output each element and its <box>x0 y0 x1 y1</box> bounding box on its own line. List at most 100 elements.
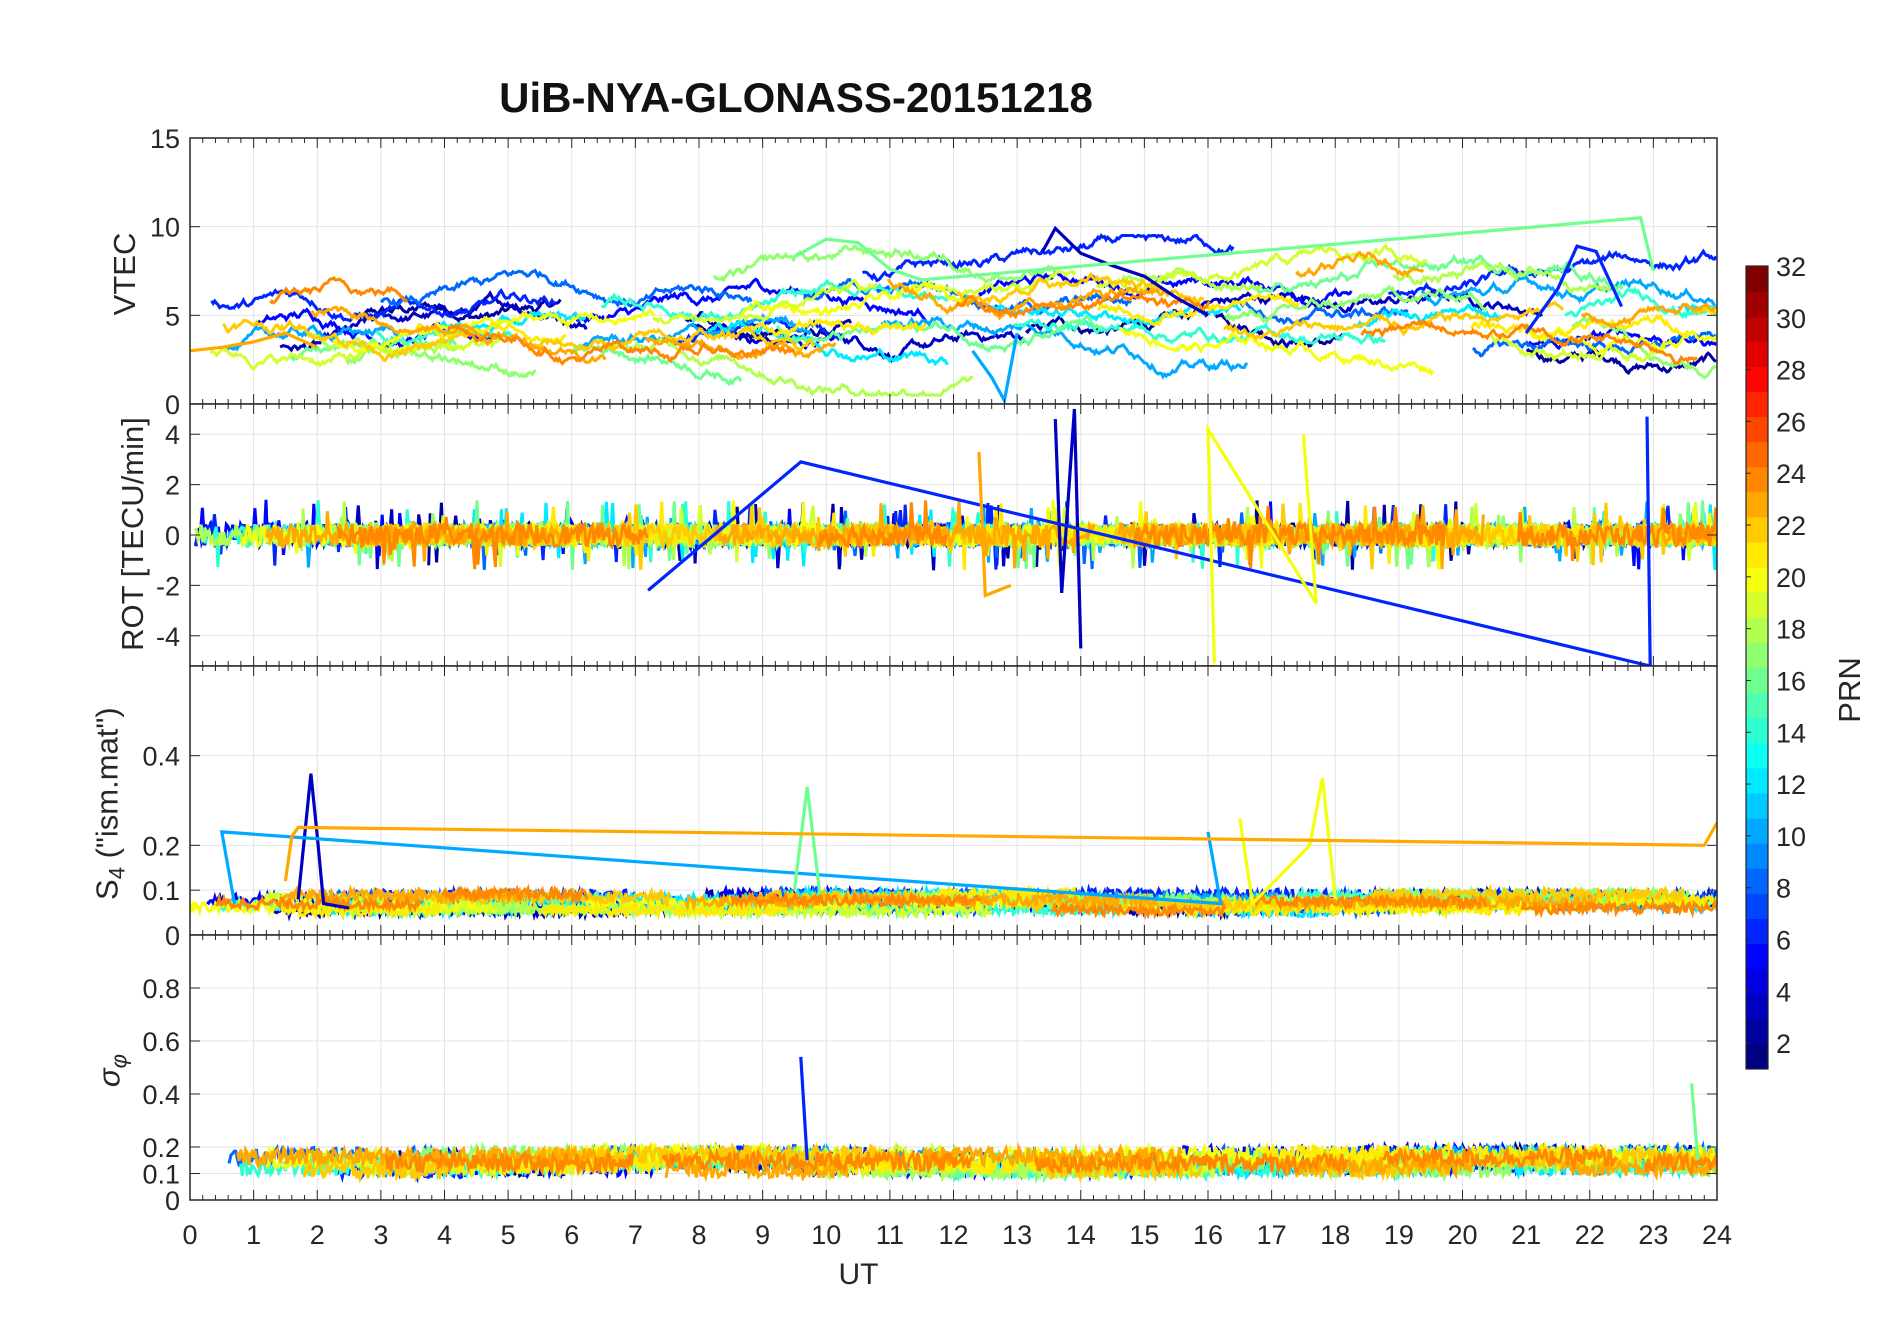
trace-prn-18 <box>612 336 974 398</box>
trace-prn-24 <box>1520 897 1717 919</box>
trace-prn-21 <box>415 320 567 344</box>
trace-prn-24 <box>730 889 982 910</box>
colorbar-step <box>1746 968 1768 995</box>
colorbar-step <box>1746 893 1768 919</box>
trace-prn-2 <box>355 298 562 323</box>
panel-vtec-traces <box>190 216 1717 404</box>
trace-prn-24 <box>336 516 649 570</box>
colorbar-tick-label: 26 <box>1776 407 1806 437</box>
trace-prn-23 <box>921 1142 1183 1169</box>
ytick-label-vtec: 5 <box>165 301 180 331</box>
ytick-label-rot: -4 <box>156 622 180 652</box>
trace-prn-24 <box>1050 899 1227 921</box>
trace-prn-22 <box>527 325 816 355</box>
colorbar-frame <box>1745 265 1769 1070</box>
trace-prn-19 <box>210 337 501 372</box>
ytick-label-sigma: 0 <box>165 1186 180 1216</box>
colorbar-step <box>1746 316 1768 342</box>
ytick-label-rot: 0 <box>165 521 180 551</box>
series-prn-20-s4 <box>1238 777 1337 908</box>
colorbar-step <box>1746 918 1768 945</box>
trace-prn-3 <box>683 311 1026 364</box>
xtick-label: 22 <box>1575 1220 1605 1250</box>
colorbar-step <box>1746 667 1768 694</box>
xtick-label: 2 <box>310 1220 325 1250</box>
colorbar-tick-label: 8 <box>1776 874 1791 904</box>
colorbar-step <box>1746 1018 1768 1045</box>
trace-prn-24 <box>955 290 1211 320</box>
ytick-label-vtec: 15 <box>150 124 180 154</box>
trace-prn-22 <box>221 318 472 363</box>
colorbar-tick-label: 12 <box>1776 770 1806 800</box>
trace-prn-24 <box>1253 892 1487 912</box>
colorbar-step <box>1746 466 1768 493</box>
trace-prn-19 <box>652 278 878 325</box>
colorbar-step <box>1746 818 1768 844</box>
series-prn-16-s4 <box>792 786 822 895</box>
xtick-label: 18 <box>1320 1220 1350 1250</box>
colorbar-tick-label: 30 <box>1776 304 1806 334</box>
ytick-label-sigma: 0.1 <box>142 1160 180 1190</box>
xtick-label: 20 <box>1447 1220 1477 1250</box>
ytick-label-rot: 4 <box>165 420 180 450</box>
trace-prn-24 <box>214 892 422 915</box>
ylabel-sigma: σφ <box>91 1054 132 1088</box>
trace-prn-20 <box>740 280 967 318</box>
xtick-label: 13 <box>1002 1220 1032 1250</box>
colorbar-step <box>1746 843 1768 869</box>
trace-prn-24 <box>1643 1149 1717 1177</box>
trace-prn-23 <box>265 511 564 562</box>
ytick-label-s4: 0 <box>165 921 180 951</box>
trace-prn-10 <box>582 313 812 350</box>
colorbar-step <box>1746 441 1768 468</box>
xtick-label: 14 <box>1066 1220 1096 1250</box>
colorbar-step <box>1746 617 1768 643</box>
trace-prn-21 <box>1470 313 1690 341</box>
colorbar-step <box>1746 567 1768 593</box>
colorbar-tick-label: 6 <box>1776 925 1791 955</box>
series-prn-3-vtec <box>1041 225 1209 317</box>
xtick-label: 23 <box>1638 1220 1668 1250</box>
series-prn-16-sigma <box>1690 1083 1700 1161</box>
xtick-label: 1 <box>246 1220 261 1250</box>
colorbar-tick-label: 28 <box>1776 356 1806 386</box>
series-prn-20-rot <box>1206 423 1318 664</box>
xtick-label: 11 <box>876 1220 904 1250</box>
colorbar-step <box>1746 291 1768 317</box>
series-prn-23-s4 <box>283 822 1717 882</box>
ytick-label-rot: -2 <box>156 571 180 601</box>
ytick-label-s4: 0.2 <box>142 831 180 861</box>
trace-prn-17 <box>1223 284 1488 325</box>
trace-prn-21 <box>540 899 788 921</box>
xtick-label: 12 <box>938 1220 968 1250</box>
xtick-label: 19 <box>1384 1220 1414 1250</box>
ylabel-s4: S4 ("ism.mat") <box>89 707 130 900</box>
x-axis-label: UT <box>838 1258 879 1291</box>
trace-prn-16 <box>775 314 1104 354</box>
colorbar-step <box>1746 341 1768 367</box>
colorbar-tick-label: 22 <box>1776 511 1806 541</box>
trace-prn-17 <box>712 244 1056 284</box>
trace-prn-24 <box>1382 1144 1618 1173</box>
colorbar-tick-label: 32 <box>1776 252 1806 282</box>
xtick-label: 7 <box>628 1220 643 1250</box>
trace-prn-24 <box>269 275 408 305</box>
colorbar-step <box>1746 491 1768 518</box>
xtick-label: 3 <box>373 1220 388 1250</box>
trace-prn-19 <box>1489 334 1667 363</box>
trace-prn-24 <box>817 500 948 552</box>
chart-title: UiB-NYA-GLONASS-20151218 <box>499 74 1093 121</box>
trace-prn-24 <box>440 883 589 906</box>
xtick-label: 16 <box>1193 1220 1223 1250</box>
panel-rot-traces <box>193 408 1717 666</box>
series-prn-10-s4 <box>219 830 1223 906</box>
ytick-label-rot: 2 <box>165 471 180 501</box>
ytick-label-vtec: 10 <box>150 213 180 243</box>
ylabel-vtec: VTEC <box>107 232 142 316</box>
panel-s4-traces <box>190 773 1717 922</box>
colorbar-tick-label: 24 <box>1776 459 1806 489</box>
colorbar-step <box>1746 416 1768 443</box>
trace-prn-10 <box>880 315 1249 380</box>
series-prn-23-vtec <box>190 331 318 353</box>
